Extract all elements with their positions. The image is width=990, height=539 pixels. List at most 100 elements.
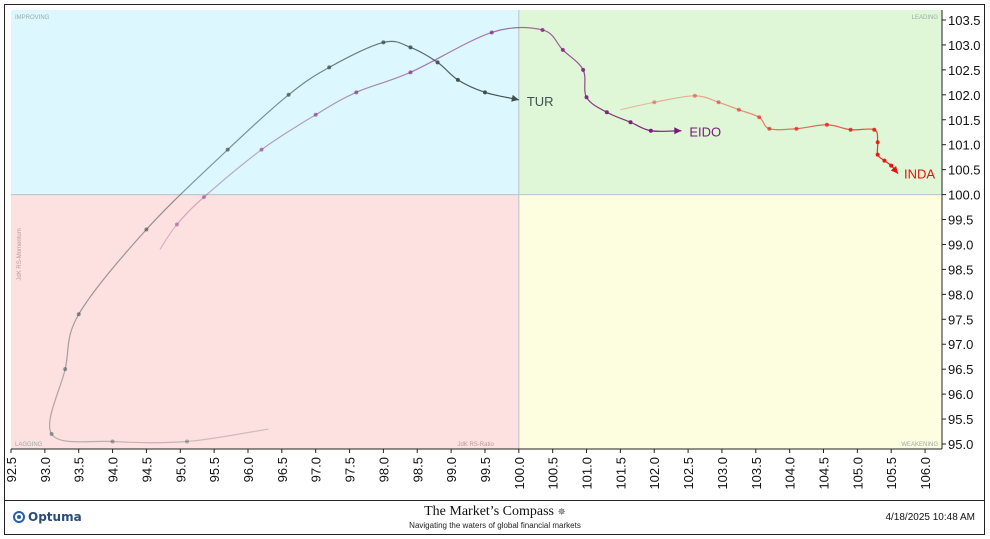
- optuma-logo-icon: [13, 511, 25, 523]
- brand: The Market’s Compass ✵ Navigating the wa…: [5, 504, 985, 530]
- x-tick-label: 106.0: [918, 457, 933, 490]
- x-tick-label: 96.0: [241, 457, 256, 482]
- trail-point-inda: [652, 100, 657, 105]
- trail-point-inda: [692, 93, 697, 98]
- trail-segment-eido: [606, 111, 631, 123]
- quadrant-label-improving: IMPROVING: [15, 15, 50, 21]
- series-inda: INDA: [620, 93, 935, 182]
- x-axis-title: JdK RS-Ratio: [457, 442, 494, 448]
- x-tick-label: 104.0: [783, 457, 798, 490]
- trail-point-inda: [872, 127, 877, 132]
- y-tick-label: 102.5: [948, 63, 981, 78]
- trail-point-eido: [489, 30, 494, 35]
- trail-point-eido: [604, 110, 609, 115]
- quadrant-leading: [518, 10, 942, 195]
- quadrant-label-weakening: WEAKENING: [901, 442, 938, 448]
- trail-segment-inda: [796, 124, 827, 130]
- trail-point-eido: [259, 147, 264, 152]
- trail-segment-tur: [227, 94, 289, 151]
- trail-point-tur: [144, 227, 149, 232]
- trail-segment-tur: [49, 369, 66, 435]
- x-tick-label: 97.5: [343, 457, 358, 482]
- trail-point-eido: [354, 90, 359, 95]
- y-tick-label: 95.0: [948, 437, 973, 452]
- trail-point-eido: [581, 67, 586, 72]
- trail-segment-tur: [64, 314, 80, 370]
- x-tick-label: 98.0: [376, 457, 391, 482]
- x-tick-label: 95.5: [207, 457, 222, 482]
- trail-point-tur: [286, 92, 291, 97]
- trail-segment-tur: [437, 61, 459, 81]
- x-tick-label: 93.5: [72, 457, 87, 482]
- x-tick-label: 105.0: [850, 457, 865, 490]
- x-tick-label: 103.5: [749, 457, 764, 490]
- trail-point-tur: [110, 439, 115, 444]
- trail-segment-tur: [112, 440, 188, 444]
- trail-point-inda: [889, 163, 894, 168]
- x-tick-label: 96.5: [275, 457, 290, 482]
- y-tick-label: 100.0: [948, 188, 981, 203]
- trail-point-eido: [648, 128, 653, 133]
- y-tick-label: 96.0: [948, 387, 973, 402]
- y-tick-label: 97.0: [948, 337, 973, 352]
- trail-segment-tur: [288, 66, 330, 96]
- trail-segment-tur: [145, 149, 229, 230]
- trail-point-tur: [327, 65, 332, 70]
- trail-segment-eido: [582, 69, 588, 98]
- trail-point-inda: [848, 127, 853, 132]
- trail-segment-inda: [620, 101, 655, 111]
- x-tick-label: 102.0: [647, 457, 662, 490]
- x-tick-label: 103.0: [715, 457, 730, 490]
- quadrant-lagging: [11, 194, 519, 449]
- quadrant-improving: [11, 10, 519, 195]
- x-tick-label: 92.5: [4, 457, 19, 482]
- trail-point-eido: [313, 112, 318, 117]
- trail-segment-tur: [186, 428, 269, 443]
- trail-point-tur: [381, 40, 386, 45]
- x-tick-label: 99.0: [444, 457, 459, 482]
- y-tick-label: 98.5: [948, 262, 973, 277]
- logo-text: Optuma: [28, 510, 82, 524]
- trail-point-tur: [455, 77, 460, 82]
- trail-point-inda: [767, 126, 772, 131]
- x-tick-label: 99.5: [478, 457, 493, 482]
- x-tick-label: 100.5: [546, 457, 561, 490]
- trail-segment-eido: [356, 71, 411, 93]
- y-tick-label: 101.5: [948, 113, 981, 128]
- trail-point-inda: [757, 115, 762, 120]
- trail-segment-eido: [176, 196, 205, 225]
- trail-point-inda: [882, 158, 887, 163]
- series-label-eido: EIDO: [689, 125, 721, 140]
- y-tick-label: 96.5: [948, 362, 973, 377]
- quadrant-weakening: [518, 194, 942, 449]
- x-tick-label: 102.5: [681, 457, 696, 490]
- brand-title-text: The Market’s Compass: [424, 504, 554, 519]
- trail-point-eido: [560, 47, 565, 52]
- y-tick-label: 103.5: [948, 13, 981, 28]
- x-tick-label: 104.5: [817, 457, 832, 490]
- arrow-head-eido: [674, 127, 682, 135]
- trail-segment-eido: [261, 114, 317, 151]
- x-tick-label: 105.5: [884, 457, 899, 490]
- trail-point-tur: [408, 45, 413, 50]
- x-tick-label: 98.5: [410, 457, 425, 482]
- trail-point-eido: [540, 27, 545, 32]
- y-tick-label: 103.0: [948, 38, 981, 53]
- trail-point-eido: [201, 195, 206, 200]
- series-tur: TUR: [49, 40, 554, 444]
- series-label-tur: TUR: [527, 94, 554, 109]
- trail-segment-tur: [78, 229, 147, 315]
- trail-point-tur: [225, 147, 230, 152]
- trail-segment-inda: [694, 95, 719, 103]
- trail-segment-eido: [159, 224, 178, 250]
- y-tick-label: 100.5: [948, 163, 981, 178]
- trail-point-tur: [482, 90, 487, 95]
- y-tick-label: 101.0: [948, 138, 981, 153]
- x-tick-label: 94.0: [106, 457, 121, 482]
- arrow-head-inda: [890, 166, 898, 174]
- optuma-logo: Optuma: [13, 510, 82, 524]
- trail-point-inda: [716, 100, 721, 105]
- timestamp: 4/18/2025 10:48 AM: [885, 512, 975, 523]
- quadrant-label-leading: LEADING: [912, 15, 939, 21]
